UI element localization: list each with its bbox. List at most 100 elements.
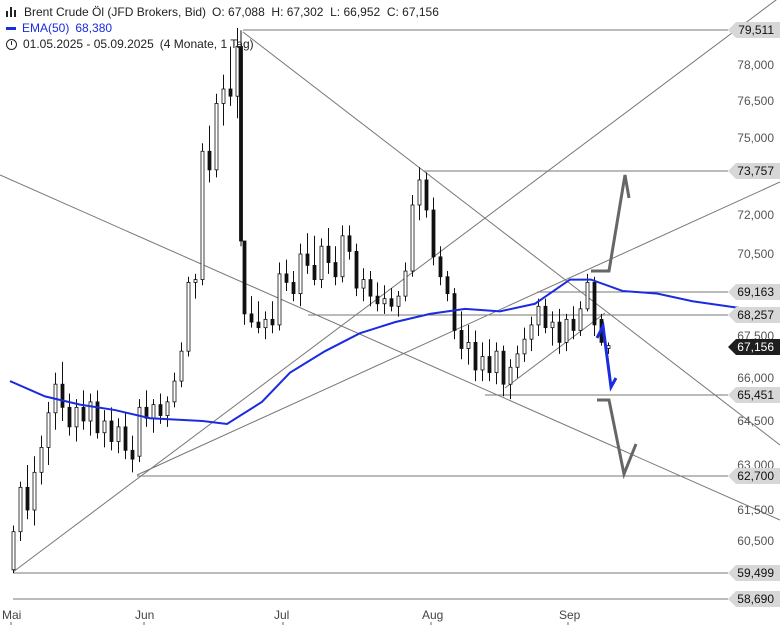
candle — [102, 410, 107, 448]
y-tick-label: 78,000 — [737, 58, 774, 72]
horizontal-levels — [13, 29, 728, 600]
candle-body — [585, 282, 590, 310]
candle — [459, 311, 464, 360]
candle-body — [39, 446, 44, 473]
candle-body — [494, 350, 499, 374]
x-tick-label: Sep — [559, 608, 581, 622]
candle-body — [179, 350, 184, 382]
candle — [95, 390, 100, 439]
candle — [53, 372, 58, 430]
level-badge-label: 65,451 — [737, 388, 774, 402]
candle-body — [375, 295, 380, 305]
candle-body — [298, 253, 303, 294]
candle — [18, 481, 23, 541]
y-tick-label: 61,500 — [737, 503, 774, 517]
candle-body — [172, 380, 177, 403]
candle-body — [221, 88, 226, 104]
level-badge-shape — [728, 163, 780, 179]
level-badge: 69,163 — [728, 284, 780, 300]
level-badge-shape — [728, 565, 780, 581]
long-up-line-2 — [136, 181, 780, 476]
candle-body — [67, 406, 72, 428]
ema-value: 68,380 — [75, 21, 113, 35]
candle-body — [480, 356, 485, 371]
y-axis: 78,00076,50075,00072,00070,50067,50066,0… — [737, 58, 774, 548]
candle-body — [60, 383, 65, 408]
candle — [179, 342, 184, 388]
candle — [123, 412, 128, 460]
candle — [326, 228, 331, 274]
candle-body — [403, 270, 408, 297]
candle-body — [459, 330, 464, 349]
candle — [424, 172, 429, 218]
level-badge: 65,451 — [728, 387, 780, 403]
bear-scenario-arrow — [597, 398, 638, 480]
candle-body — [473, 341, 478, 371]
candle-body — [256, 321, 261, 329]
candle — [347, 225, 352, 260]
candle-body — [354, 250, 359, 289]
ema-label: EMA(50) — [22, 21, 70, 35]
candle — [417, 167, 422, 221]
candle-body — [368, 279, 373, 297]
legend-row-range: 01.05.2025 - 05.09.2025 (4 Monate, 1 Tag… — [6, 36, 439, 52]
candle — [571, 306, 576, 340]
candle-body — [333, 262, 338, 278]
candle-body — [102, 420, 107, 434]
level-badge: 73,757 — [728, 163, 780, 179]
level-badge: 68,257 — [728, 307, 780, 323]
y-tick-label: 76,500 — [737, 94, 774, 108]
level-badge-label: 69,163 — [737, 285, 774, 299]
candle-body — [445, 276, 450, 294]
candle — [536, 298, 541, 336]
candle — [557, 308, 562, 354]
candle-body — [74, 406, 79, 428]
candle — [137, 399, 142, 463]
candle — [592, 276, 597, 336]
candle-body — [536, 305, 541, 326]
level-badge-label: 79,511 — [738, 23, 774, 37]
candle-body — [186, 282, 191, 352]
chart-legend: Brent Crude Öl (JFD Brokers, Bid) O: 67,… — [6, 4, 439, 52]
level-badge-label: 73,757 — [737, 164, 774, 178]
candle-body — [487, 356, 492, 374]
candle — [81, 390, 86, 430]
level-badge-shape — [728, 591, 780, 607]
candle-body — [165, 401, 170, 416]
candle — [200, 143, 205, 286]
candle — [74, 399, 79, 442]
candle — [67, 393, 72, 436]
candle-body — [305, 253, 310, 266]
date-range: 01.05.2025 - 05.09.2025 — [23, 37, 154, 51]
candle — [431, 197, 436, 266]
candle — [480, 342, 485, 382]
candle — [88, 393, 93, 436]
candle-body — [340, 235, 345, 278]
candle — [116, 418, 121, 454]
level-badge-label: 68,257 — [737, 308, 774, 322]
current-price-label: 67,156 — [737, 340, 774, 354]
candle-body — [522, 338, 527, 355]
candle-body — [431, 209, 436, 258]
candle-body — [319, 245, 324, 280]
candle-body — [137, 406, 142, 457]
y-tick-label: 64,500 — [737, 414, 774, 428]
candle — [494, 342, 499, 385]
candle-body — [193, 279, 198, 283]
candle — [228, 46, 233, 106]
price-badges: 79,511 73,757 69,163 68,257 65,451 62,700 59,4… — [728, 22, 780, 607]
long-up-line-1 — [12, 0, 777, 573]
legend-row-instrument: Brent Crude Öl (JFD Brokers, Bid) O: 67,… — [6, 4, 439, 20]
candle — [515, 345, 520, 378]
candle-body — [438, 256, 443, 278]
candle — [403, 262, 408, 302]
level-badge-label: 59,499 — [737, 566, 774, 580]
candle — [368, 271, 373, 307]
candle — [305, 233, 310, 274]
candle-body — [200, 150, 205, 280]
candle-body — [466, 341, 471, 349]
candle-body — [239, 46, 243, 242]
candle-body — [46, 412, 51, 448]
candle — [239, 30, 243, 247]
candle-body — [452, 293, 457, 331]
